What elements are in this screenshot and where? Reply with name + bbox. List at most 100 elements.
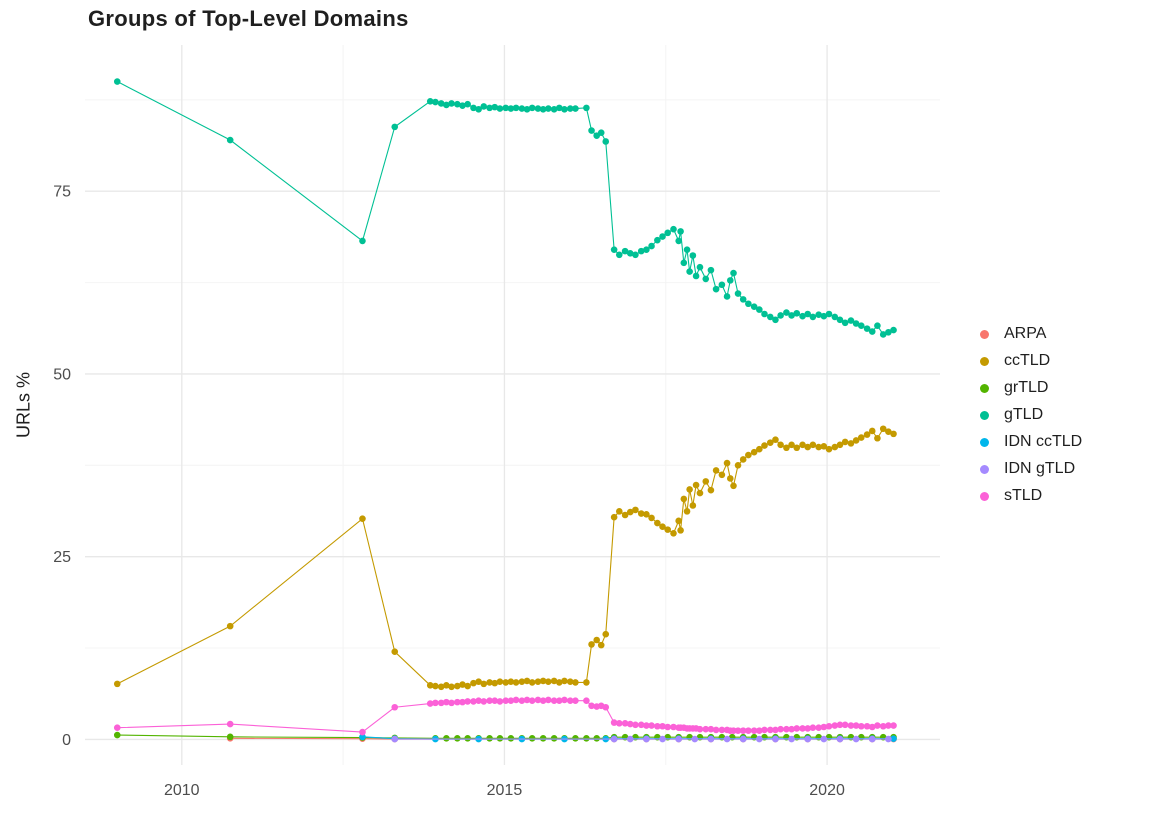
series-point-stld	[491, 697, 499, 704]
series-point-cctld	[443, 682, 450, 689]
series-point-gtld	[879, 331, 887, 338]
series-point-cctld	[766, 439, 774, 446]
series-point-stld	[879, 722, 887, 730]
series-point-gtld	[766, 313, 774, 321]
series-point-gtld	[491, 103, 499, 111]
series-point-cctld	[475, 678, 482, 685]
series-point-gtld	[788, 312, 795, 319]
legend-dot-icon	[980, 356, 989, 366]
series-point-stld	[804, 725, 812, 732]
series-point-gtld	[523, 106, 531, 113]
series-point-stld	[566, 697, 574, 704]
series-point-idn-gtld	[691, 735, 699, 743]
series-point-cctld	[597, 641, 605, 649]
series-point-gtld	[692, 272, 700, 280]
series-point-stld	[734, 727, 742, 734]
series-point-stld	[852, 722, 860, 729]
series-point-cctld	[726, 475, 734, 482]
legend-label: IDN ccTLD	[1004, 433, 1083, 450]
series-point-grtld	[486, 735, 493, 742]
series-point-idn-gtld	[739, 735, 747, 743]
series-point-gtld	[675, 237, 682, 245]
series-point-stld	[890, 722, 897, 729]
series-point-stld	[437, 699, 445, 707]
series-point-cctld	[391, 648, 399, 656]
legend-item-stld: sTLD	[980, 487, 1082, 505]
series-point-cctld	[491, 679, 499, 687]
series-point-gtld	[659, 233, 666, 240]
series-point-gtld	[426, 97, 434, 105]
series-point-gtld	[670, 225, 677, 233]
series-point-idn-gtld	[626, 735, 634, 743]
series-point-stld	[583, 697, 590, 704]
series-line-gtld	[117, 81, 894, 336]
series-point-cctld	[626, 508, 634, 516]
series-point-grtld	[454, 735, 461, 742]
series-point-gtld	[809, 313, 817, 321]
series-point-cctld	[696, 489, 704, 497]
series-point-gtld	[664, 229, 671, 237]
series-point-stld	[632, 721, 639, 729]
series-point-cctld	[555, 679, 563, 686]
legend-dot-icon	[980, 410, 989, 420]
series-point-cctld	[707, 486, 715, 494]
series-point-cctld	[799, 441, 806, 449]
series-point-cctld	[677, 527, 684, 534]
series-point-cctld	[632, 506, 639, 514]
series-point-stld	[545, 696, 552, 704]
series-point-cctld	[874, 434, 881, 442]
series-point-gtld	[528, 104, 536, 112]
series-point-gtld	[761, 310, 768, 318]
series-point-cctld	[847, 440, 855, 447]
series-point-cctld	[486, 679, 493, 686]
series-point-stld	[885, 722, 892, 729]
series-point-gtld	[847, 317, 855, 324]
series-point-gtld	[831, 313, 839, 321]
series-point-stld	[799, 725, 806, 732]
series-point-stld	[702, 725, 710, 733]
series-point-stld	[621, 720, 629, 727]
series-point-cctld	[730, 482, 737, 490]
series-point-cctld	[680, 495, 688, 503]
series-point-cctld	[459, 681, 466, 688]
series-point-gtld	[648, 242, 655, 250]
series-point-gtld	[615, 251, 623, 259]
series-point-stld	[226, 720, 234, 728]
series-point-gtld	[459, 102, 466, 109]
series-point-grtld	[113, 731, 121, 739]
series-point-gtld	[480, 103, 488, 110]
series-point-cctld	[718, 471, 726, 479]
series-point-gtld	[696, 263, 704, 271]
series-point-gtld	[550, 106, 558, 113]
series-point-gtld	[750, 303, 758, 310]
series-point-gtld	[730, 269, 737, 277]
series-point-cctld	[761, 442, 768, 449]
series-point-grtld	[572, 735, 579, 742]
series-point-idn-gtld	[756, 735, 763, 743]
series-point-gtld	[391, 123, 399, 131]
series-point-stld	[480, 698, 488, 705]
x-tick-label: 2020	[809, 782, 845, 799]
series-point-cctld	[868, 427, 876, 435]
series-point-cctld	[788, 441, 795, 449]
series-point-gtld	[799, 312, 806, 320]
series-point-cctld	[539, 677, 547, 685]
series-point-cctld	[820, 442, 828, 450]
series-point-gtld	[783, 309, 790, 316]
legend-label: sTLD	[1004, 487, 1043, 504]
series-point-cctld	[448, 683, 455, 691]
series-point-gtld	[464, 100, 471, 108]
series-point-stld	[602, 703, 610, 711]
series-point-idn-gtld	[885, 735, 892, 743]
series-point-idn-gtld	[707, 735, 715, 743]
series-point-gtld	[475, 106, 482, 113]
series-point-gtld	[874, 322, 881, 329]
series-point-gtld	[726, 277, 734, 284]
series-point-gtld	[534, 105, 542, 112]
series-point-cctld	[689, 502, 697, 509]
series-point-stld	[750, 727, 758, 734]
series-point-stld	[777, 725, 784, 733]
x-tick-label: 2015	[487, 782, 523, 799]
series-point-cctld	[702, 478, 710, 485]
